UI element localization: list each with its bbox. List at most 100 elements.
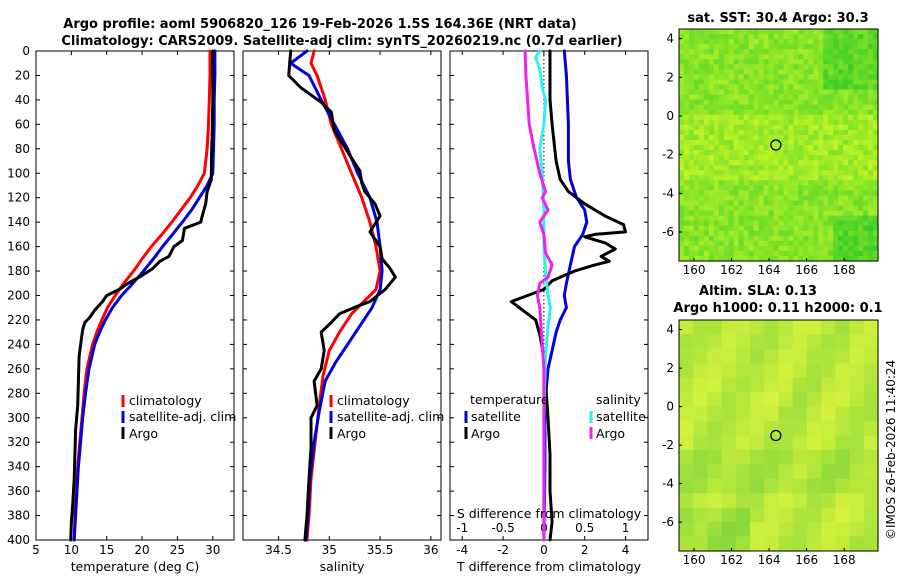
heatmap-cell [853,64,859,70]
heatmap-cell [853,99,859,106]
heatmap-cell [683,139,690,146]
heatmap-cell [803,59,809,65]
heatmap-cell [783,84,790,91]
heatmap-cell [688,145,695,151]
heatmap-cell [813,64,819,70]
s-tick-label: -0.5 [491,521,514,535]
heatmap-cell [873,69,879,75]
heatmap-cell [848,104,854,111]
heatmap-cell [838,89,844,96]
heatmap-cell [707,334,723,350]
heatmap-cell [868,190,874,197]
heatmap-cell [773,69,780,75]
heatmap-cell [848,165,854,171]
heatmap-cell [848,150,854,156]
heatmap-cell [773,190,780,197]
heatmap-cell [735,493,751,509]
heatmap-cell [821,449,836,465]
heatmap-cell [868,175,874,181]
heatmap-cell [683,195,690,202]
heatmap-cell [808,215,814,222]
heatmap-cell [823,185,829,191]
heatmap-cell [783,245,790,252]
heatmap-cell [843,200,849,207]
heatmap-cell [728,250,735,257]
heatmap-cell [835,334,851,350]
heatmap-cell [679,89,685,96]
heatmap-cell [798,200,804,207]
heatmap-cell [838,200,844,207]
heatmap-cell [693,155,700,161]
heatmap-cell [788,190,795,197]
heatmap-cell [833,64,839,70]
heatmap-cell [763,165,770,171]
heatmap-cell [783,89,790,96]
heatmap-cell [723,89,730,96]
heatmap-cell [849,348,865,364]
heatmap-cell [707,421,723,437]
heatmap-cell [873,200,879,207]
heatmap-cell [803,210,809,217]
heatmap-cell [818,190,824,197]
heatmap-cell [738,69,745,75]
heatmap-cell [688,84,695,91]
heatmap-cell [703,129,710,136]
heatmap-cell [738,134,745,141]
heatmap-cell [713,84,720,91]
heatmap-cell [873,205,879,212]
heatmap-cell [683,74,690,81]
heatmap-cell [718,210,725,217]
heatmap-cell [873,235,879,242]
heatmap-cell [698,84,705,91]
heatmap-cell [853,119,859,126]
heatmap-cell [748,89,755,96]
heatmap-cell [793,220,799,227]
heatmap-cell [703,200,710,207]
map-y-tick-label: -2 [662,148,674,162]
heatmap-cell [783,215,790,222]
series-line-s-satellite [534,49,552,542]
heatmap-cell [863,54,869,60]
heatmap-cell [718,124,725,131]
map-x-tick-label: 168 [833,263,856,277]
heatmap-cell [718,59,725,65]
heatmap-cell [823,180,829,186]
heatmap-cell [750,392,765,408]
heatmap-cell [778,155,785,161]
depth-tick-label: 280 [7,386,30,400]
heatmap-cell [868,119,874,126]
heatmap-cell [773,155,780,161]
heatmap-cell [823,109,829,116]
heatmap-cell [873,74,879,81]
heatmap-cell [683,250,690,257]
heatmap-cell [683,180,690,186]
heatmap-cell [708,230,715,237]
heatmap-cell [718,104,725,111]
heatmap-cell [798,34,804,40]
heatmap-cell [679,215,685,222]
heatmap-cell [683,145,690,151]
heatmap-cell [688,150,695,156]
x-tick-label: 25 [170,543,185,557]
heatmap-cell [838,79,844,86]
heatmap-cell [803,69,809,75]
heatmap-cell [753,200,760,207]
heatmap-cell [738,139,745,146]
heatmap-cell [863,94,869,101]
heatmap-cell [679,185,685,191]
heatmap-cell [792,536,808,552]
heatmap-cell [783,225,790,232]
heatmap-cell [698,145,705,151]
map-y-tick-label: -4 [662,186,674,200]
heatmap-cell [688,160,695,166]
heatmap-cell [813,114,819,121]
heatmap-cell [708,74,715,81]
heatmap-cell [843,245,849,252]
heatmap-cell [823,190,829,197]
heatmap-cell [813,165,819,171]
heatmap-cell [758,225,765,232]
heatmap-cell [853,74,859,81]
heatmap-cell [813,89,819,96]
heatmap-cell [750,348,765,364]
heatmap-cell [848,180,854,186]
